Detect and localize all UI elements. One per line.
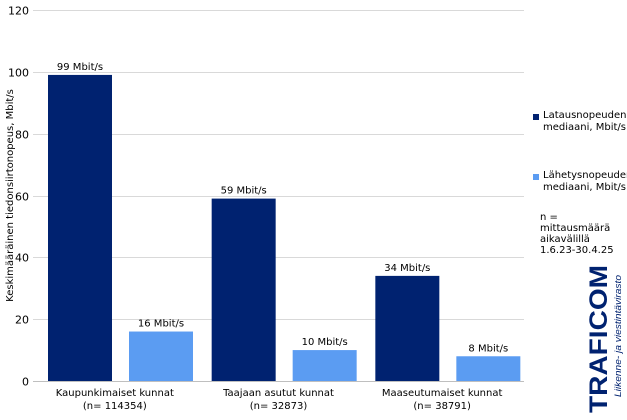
y-tick-label-120: 120: [8, 5, 29, 18]
bar-download-2: [375, 275, 440, 381]
data-label-download-2: 34 Mbit/s: [384, 263, 430, 274]
y-tick-label-80: 80: [15, 129, 29, 142]
data-label-upload-2: 8 Mbit/s: [468, 343, 508, 354]
bar-download-0: [48, 74, 112, 382]
y-axis-label: Keskimääräinen tiedonsiirtonopeus, Mbit/…: [5, 89, 16, 302]
x-tick-sublabel-1: (n= 32873): [250, 401, 308, 412]
legend-label-download-line-1: Latausnopeuden: [543, 110, 627, 121]
legend-swatch-download: [533, 114, 539, 120]
x-tick-label-1: Taajaan asutut kunnat: [222, 388, 334, 399]
note-line-1: n = mittausmäärä: [540, 212, 611, 234]
legend-label-download-line-2: mediaani, Mbit/s: [543, 122, 627, 133]
y-tick-label-60: 60: [15, 191, 29, 204]
data-label-upload-1: 10 Mbit/s: [302, 337, 348, 348]
legend-label-upload: Lähetysnopeuden mediaani, Mbit/s: [543, 170, 627, 194]
data-label-upload-0: 16 Mbit/s: [138, 319, 184, 330]
x-tick-label-2: Maaseutumaiset kunnat: [382, 388, 503, 399]
bar-upload-0: [129, 331, 193, 381]
bar-upload-1: [292, 350, 357, 381]
bar-download-1: [211, 198, 276, 381]
sample-size-note: n = mittausmäärä aikavälillä 1.6.23-30.4…: [540, 212, 627, 256]
y-tick-label-20: 20: [15, 314, 29, 327]
legend-label-upload-line-2: mediaani, Mbit/s: [543, 182, 627, 193]
bar-upload-2: [456, 356, 521, 381]
x-tick-sublabel-2: (n= 38791): [413, 401, 471, 412]
note-line-2: aikavälillä: [540, 234, 590, 245]
legend-swatch-upload: [533, 174, 539, 180]
note-line-3: 1.6.23-30.4.25: [540, 245, 614, 256]
y-tick-label-40: 40: [15, 252, 29, 265]
traficom-logo: TRAFICOM Liikenne- ja viestintävirasto: [585, 265, 623, 413]
y-tick-label-100: 100: [8, 67, 29, 80]
logo-brand-text: TRAFICOM: [585, 265, 613, 413]
legend-label-upload-line-1: Lähetysnopeuden: [543, 170, 627, 181]
y-tick-label-0: 0: [22, 376, 29, 389]
logo-subtitle-text: Liikenne- ja viestintävirasto: [613, 275, 623, 397]
data-label-download-1: 59 Mbit/s: [221, 186, 267, 197]
data-label-download-0: 99 Mbit/s: [57, 62, 103, 73]
x-tick-label-0: Kaupunkimaiset kunnat: [56, 388, 174, 399]
legend-label-download: Latausnopeuden mediaani, Mbit/s: [543, 110, 627, 134]
x-tick-sublabel-0: (n= 114354): [83, 401, 147, 412]
